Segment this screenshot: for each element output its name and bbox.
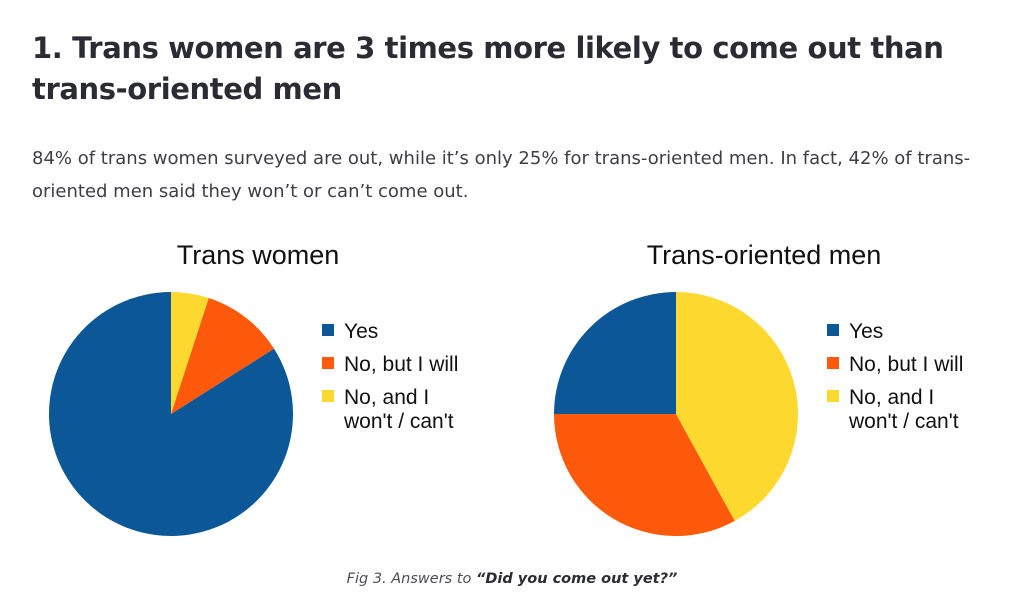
pie-slice-no-and-i-won-t-can-t: [676, 292, 798, 521]
legend-swatch-no-and-i-won-t-can-t: [827, 390, 839, 402]
pie-chart-trans-oriented-men: Trans-oriented men Yes No, but I will No, a…: [554, 240, 963, 536]
legend-label-yes: Yes: [849, 320, 883, 343]
pie-slice-no-and-i-won-t-can-t: [171, 292, 209, 414]
article-headline: 1. Trans women are 3 times more likely t…: [32, 31, 944, 106]
legend-swatch-no-but-i-will: [322, 357, 334, 369]
caption-question: “Did you come out yet?”: [476, 571, 678, 587]
pie-slice-no-but-i-will: [554, 414, 735, 536]
pie-slice-yes: [49, 292, 294, 536]
legend-label-yes: Yes: [344, 320, 378, 343]
chart-title: Trans women: [177, 240, 340, 270]
legend-swatch-no-and-i-won-t-can-t: [322, 390, 334, 402]
pie-slice-no-but-i-will: [171, 297, 275, 414]
figure-caption: Fig 3. Answers to “Did you come out yet?…: [0, 571, 1024, 587]
legend-swatch-yes: [827, 324, 839, 336]
chart-title: Trans-oriented men: [647, 240, 882, 270]
legend-swatch-yes: [322, 324, 334, 336]
legend-label-no-but-i-will: No, but I will: [849, 353, 963, 376]
article-intro: 84% of trans women surveyed are out, whi…: [32, 148, 971, 202]
legend-swatch-no-but-i-will: [827, 357, 839, 369]
legend-label-no-but-i-will: No, but I will: [344, 353, 458, 376]
pie-slice-yes: [554, 292, 676, 414]
caption-prefix: Fig 3. Answers to: [346, 571, 477, 587]
